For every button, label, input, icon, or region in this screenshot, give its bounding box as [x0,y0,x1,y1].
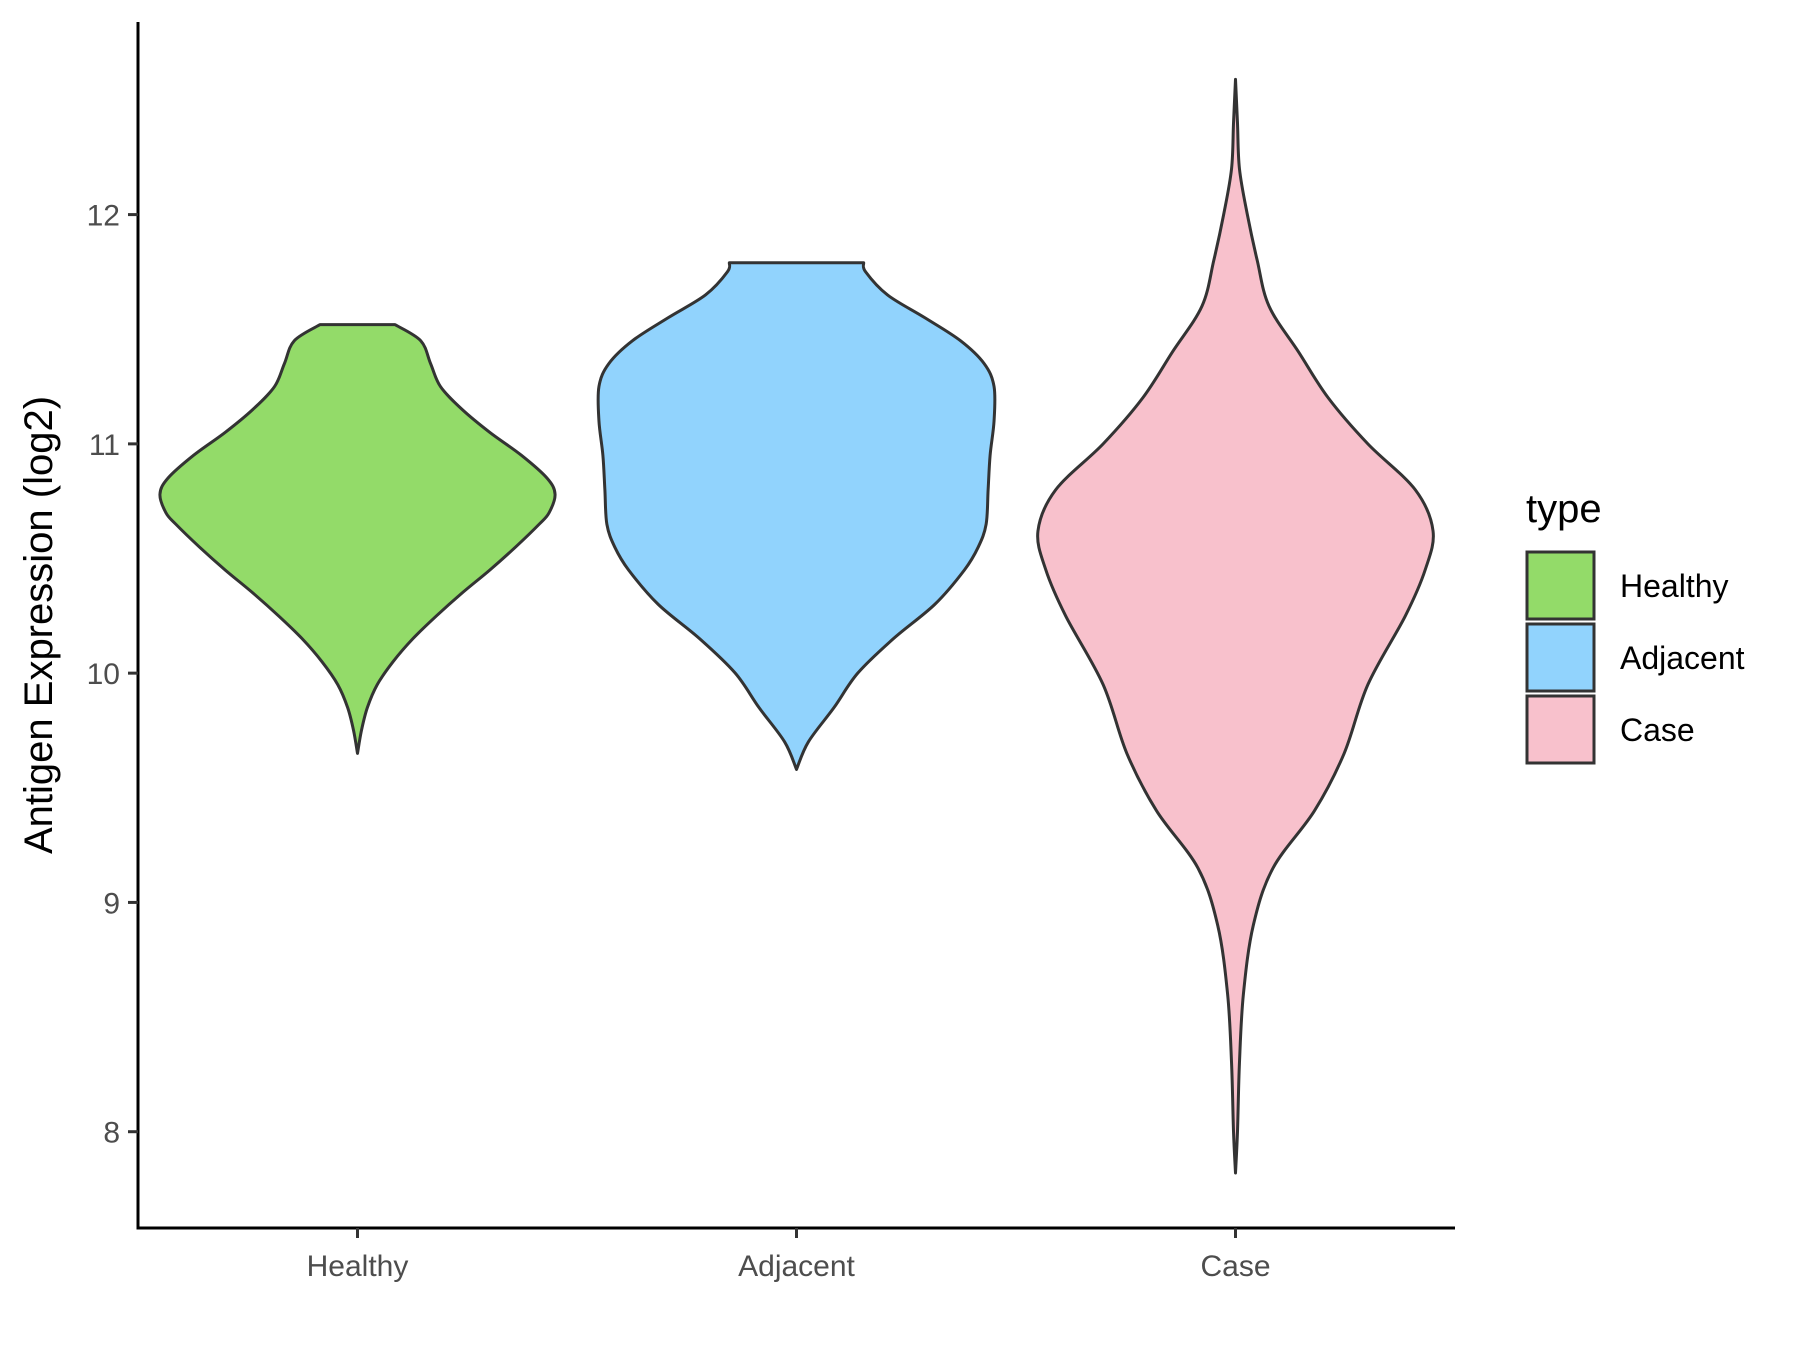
y-tick-label: 11 [89,429,120,462]
violin-case [1036,77,1435,1175]
legend: type Healthy Adjacent Case [1525,487,1745,765]
legend-label-case: Case [1620,712,1695,748]
violin-healthy [158,323,557,755]
y-tick-label: 10 [87,658,120,691]
violin-adjacent [596,261,997,771]
legend-items: Healthy Adjacent Case [1525,550,1745,765]
legend-swatch-case [1525,694,1596,765]
legend-swatch-healthy [1525,550,1596,621]
x-tick-label: Case [1200,1250,1270,1283]
violins-layer [158,77,1435,1175]
x-tick-label: Adjacent [738,1250,855,1283]
legend-title: type [1526,487,1602,531]
axes-layer: 8 9 10 11 12 Healthy Adjacent Case [87,22,1455,1283]
y-tick-label: 8 [103,1117,120,1150]
y-tick-label: 12 [87,200,120,233]
legend-label-healthy: Healthy [1620,568,1729,604]
y-axis-title: Antigen Expression (log2) [17,396,61,854]
legend-label-adjacent: Adjacent [1620,640,1745,676]
legend-swatch-adjacent [1525,622,1596,693]
x-tick-label: Healthy [307,1250,409,1283]
y-tick-label: 9 [103,887,120,920]
